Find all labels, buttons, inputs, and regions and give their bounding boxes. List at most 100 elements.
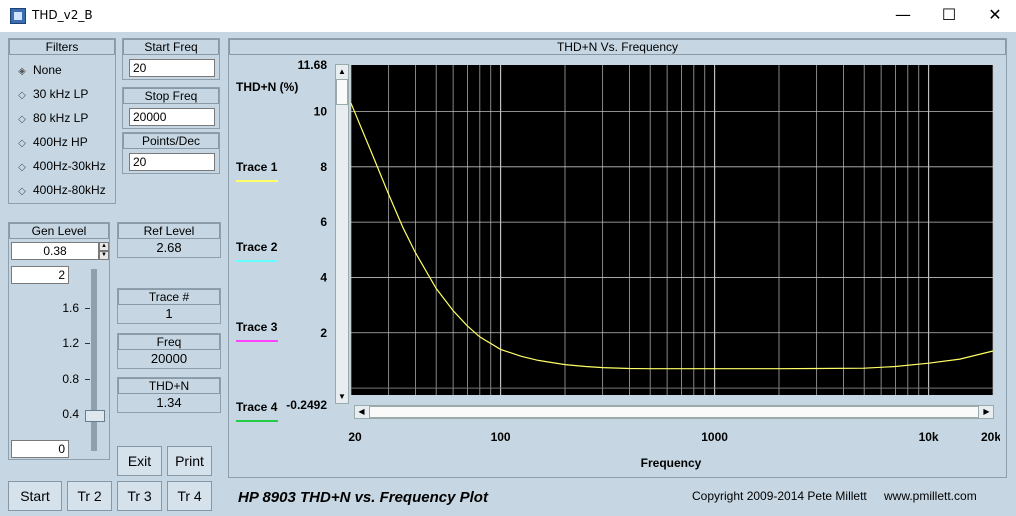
filter-option[interactable]: ◇ 400Hz-30kHz xyxy=(17,157,113,175)
trace-legend-label: Trace 1 xyxy=(236,160,278,174)
x-tick-label: 20 xyxy=(348,430,362,444)
y-max-label: 11.68 xyxy=(298,58,328,72)
stop-freq-input[interactable]: 20000 xyxy=(129,108,215,126)
slider-tick-label: 1.2 xyxy=(62,336,79,350)
trace-legend-line xyxy=(236,180,278,182)
website-text: www.pmillett.com xyxy=(884,489,977,503)
scroll-right-icon[interactable]: ▶ xyxy=(983,407,990,416)
points-dec-label: Points/Dec xyxy=(123,133,219,149)
y-tick-label: 10 xyxy=(314,104,328,118)
y-tick-label: 2 xyxy=(320,326,327,340)
x-axis-label: Frequency xyxy=(640,456,702,470)
filters-group: Filters ◈ None ◇ 30 kHz LP ◇ 80 kHz LP ◇ 400Hz … xyxy=(8,38,116,204)
filter-option[interactable]: ◇ 80 kHz LP xyxy=(17,109,113,127)
radio-selected-icon[interactable]: ◈ xyxy=(18,66,26,77)
radio-icon[interactable]: ◇ xyxy=(18,138,26,149)
start-freq-label: Start Freq xyxy=(123,39,219,55)
readout-label: Ref Level xyxy=(118,223,220,239)
readout-box: THD+N 1.34 xyxy=(117,377,221,413)
trace-legend-label: Trace 3 xyxy=(236,320,278,334)
print-button[interactable]: Print xyxy=(167,446,212,476)
radio-icon[interactable]: ◇ xyxy=(18,186,26,197)
slider-min-input[interactable]: 0 xyxy=(11,440,69,458)
window-title: THD_v2_B xyxy=(32,8,93,22)
x-tick-label: 20k xyxy=(981,430,1000,444)
readout-value: 1.34 xyxy=(156,395,182,410)
filter-option-label: 30 kHz LP xyxy=(33,87,89,101)
trace-4-button[interactable]: Tr 4 xyxy=(167,481,212,511)
close-button[interactable]: ✕ xyxy=(988,5,1002,24)
maximize-button[interactable]: ☐ xyxy=(941,5,957,24)
filter-option[interactable]: ◇ 30 kHz LP xyxy=(17,85,113,103)
points-dec-input[interactable]: 20 xyxy=(129,153,215,171)
slider-tick-mark xyxy=(85,379,90,380)
filters-label: Filters xyxy=(9,39,115,55)
filter-option-label: 80 kHz LP xyxy=(33,111,89,125)
y-tick-label: 4 xyxy=(320,270,327,284)
readout-box: Ref Level 2.68 xyxy=(117,222,221,258)
start-freq-group: Start Freq 20 xyxy=(122,38,220,80)
scroll-down-icon[interactable]: ▼ xyxy=(338,392,346,401)
slider-tick-label: 0.4 xyxy=(62,407,79,421)
trace-legend-line xyxy=(236,420,278,422)
spin-up-icon[interactable]: ▲ xyxy=(99,242,109,251)
trace-2-button[interactable]: Tr 2 xyxy=(67,481,112,511)
radio-icon[interactable]: ◇ xyxy=(18,114,26,125)
footer-title: HP 8903 THD+N vs. Frequency Plot xyxy=(238,489,488,506)
filter-options: ◈ None ◇ 30 kHz LP ◇ 80 kHz LP ◇ 400Hz HP ◇ 400Hz… xyxy=(17,61,113,205)
trace-legend-line xyxy=(236,260,278,262)
y-min-label: -0.2492 xyxy=(286,398,327,412)
horizontal-scrollbar[interactable]: ◀ ▶ xyxy=(354,405,994,419)
series-line-trace-1 xyxy=(350,102,994,370)
minimize-button[interactable]: — xyxy=(895,5,911,24)
stop-freq-label: Stop Freq xyxy=(123,88,219,104)
y-axis-label: THD+N (%) xyxy=(236,80,299,94)
gen-level-slider-thumb[interactable] xyxy=(85,410,105,423)
start-button[interactable]: Start xyxy=(8,481,62,511)
x-tick-label: 10k xyxy=(919,430,939,444)
plot-area xyxy=(351,65,993,395)
y-tick-label: 8 xyxy=(320,160,327,174)
radio-icon[interactable]: ◇ xyxy=(18,162,26,173)
readout-box: Trace #1 xyxy=(117,288,221,324)
radio-icon[interactable]: ◇ xyxy=(18,90,26,101)
slider-tick-mark xyxy=(85,343,90,344)
filter-option[interactable]: ◇ 400Hz HP xyxy=(17,133,113,151)
slider-tick-mark xyxy=(85,308,90,309)
vertical-scrollbar[interactable]: ▲ ▼ xyxy=(335,64,349,404)
x-tick-label: 100 xyxy=(491,430,511,444)
trace-legend-label: Trace 2 xyxy=(236,240,278,254)
filter-option-label: None xyxy=(33,63,62,77)
spin-down-icon[interactable]: ▼ xyxy=(99,251,109,260)
filter-option[interactable]: ◈ None xyxy=(17,61,113,79)
gen-level-input[interactable]: 0.38 xyxy=(11,242,99,260)
trace-legend-line xyxy=(236,340,278,342)
title-bar: THD_v2_B — ☐ ✕ xyxy=(0,0,1016,32)
stop-freq-group: Stop Freq 20000 xyxy=(122,87,220,129)
y-tick-label: 6 xyxy=(320,215,327,229)
filter-option-label: 400Hz HP xyxy=(33,135,88,149)
gen-level-label: Gen Level xyxy=(9,223,109,239)
readout-label: THD+N xyxy=(118,378,220,394)
vertical-scroll-thumb[interactable] xyxy=(336,79,348,105)
filter-option[interactable]: ◇ 400Hz-80kHz xyxy=(17,181,113,199)
horizontal-scroll-thumb[interactable] xyxy=(369,406,979,418)
scroll-up-icon[interactable]: ▲ xyxy=(338,67,346,76)
gen-level-slider-track[interactable] xyxy=(91,269,97,451)
points-dec-group: Points/Dec 20 xyxy=(122,132,220,174)
gen-level-group: Gen Level 0.38 ▲ ▼ 2 0 1.6 1.2 0.8 0.4 xyxy=(8,222,110,460)
plot-title: THD+N Vs. Frequency xyxy=(229,39,1006,55)
exit-button[interactable]: Exit xyxy=(117,446,162,476)
readout-value: 1 xyxy=(165,306,173,321)
filter-option-label: 400Hz-80kHz xyxy=(33,183,106,197)
readout-box: Freq 20000 xyxy=(117,333,221,369)
thd-chart: 10 8 6 4 2 11.68 -0.2492 20 100 1000 10k 20k xyxy=(286,58,1000,444)
trace-3-button[interactable]: Tr 3 xyxy=(117,481,162,511)
readout-label: Freq xyxy=(118,334,220,350)
start-freq-input[interactable]: 20 xyxy=(129,59,215,77)
slider-tick-label: 0.8 xyxy=(62,372,79,386)
slider-tick-label: 1.6 xyxy=(62,301,79,315)
scroll-left-icon[interactable]: ◀ xyxy=(358,407,365,416)
slider-max-input[interactable]: 2 xyxy=(11,266,69,284)
x-tick-label: 1000 xyxy=(701,430,728,444)
